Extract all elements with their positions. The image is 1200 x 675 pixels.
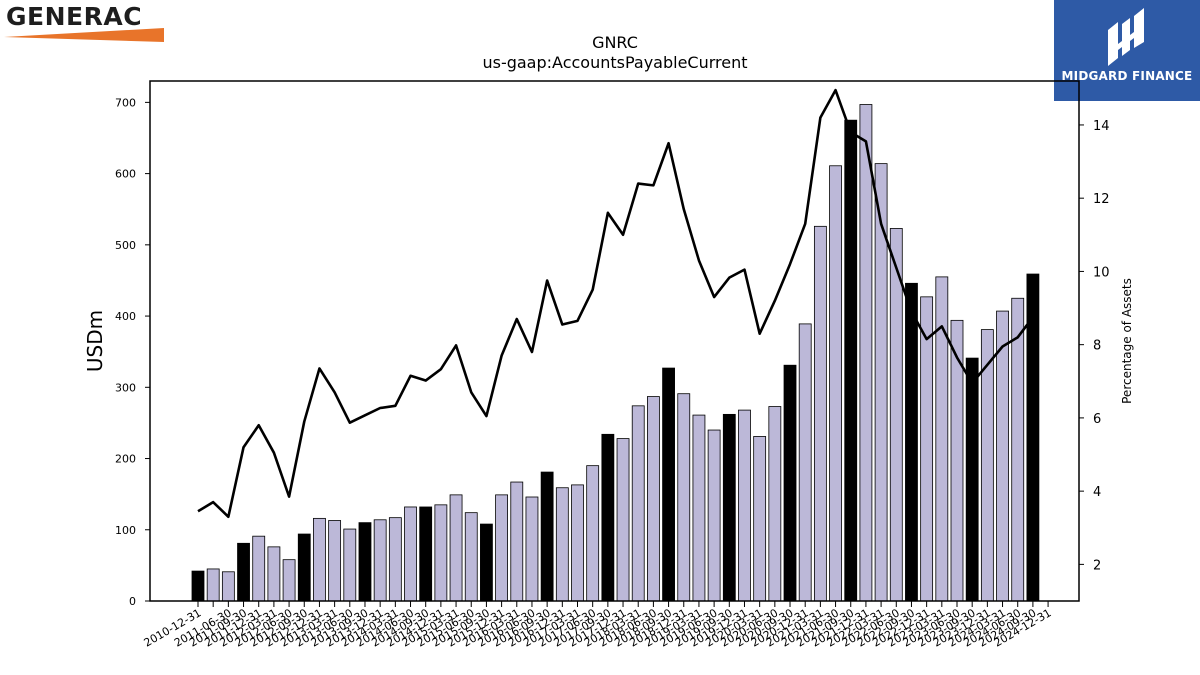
bar [768,406,782,602]
y2-tick-label: 6 [1093,412,1101,427]
y-axis-label: USDm [83,310,107,372]
y-tick-label: 200 [115,453,136,466]
bar [434,504,448,602]
bar [510,481,524,602]
bar [813,225,827,602]
bar [343,528,357,602]
bar [555,487,569,602]
bar [677,393,691,602]
bar [753,436,767,602]
y2-tick-label: 8 [1093,339,1101,354]
y2-tick-label: 14 [1093,119,1110,134]
bar [829,165,842,602]
bar [631,405,645,602]
x-axis: 2010-12-312011-06-302011-09-302011-12-31… [142,601,1054,650]
bar [722,413,736,602]
bar [540,471,554,602]
y-tick-label: 300 [115,381,136,394]
bar [996,310,1009,602]
plot-frame [149,80,1080,602]
chart-title: GNRC [592,33,638,52]
bar [328,520,342,602]
bar [662,367,675,602]
generac-logo-text: GENERAC [6,2,143,31]
bar [373,519,387,602]
y-tick-label: 0 [129,595,136,608]
bar-series [191,104,1040,602]
y-tick-label: 100 [115,524,136,537]
bar [525,496,539,602]
y2-axis-label: Percentage of Assets [1120,278,1134,404]
percentage-line [197,88,1034,519]
bar [965,357,979,602]
bar [404,506,417,602]
bar [297,533,311,602]
bar [1011,297,1025,602]
y-tick-label: 500 [115,239,136,252]
bar [905,282,918,602]
y-tick-label: 400 [115,310,136,323]
bar [601,433,615,602]
y2-tick-label: 10 [1093,265,1110,280]
bar [419,506,433,602]
y-axis-left: 0 100 200 300 400 500 600 700 [115,96,150,608]
chart-subtitle: us-gaap:AccountsPayableCurrent [482,53,747,72]
bar [388,517,402,602]
bar [707,429,721,602]
bar [798,323,812,602]
y2-tick-label: 12 [1093,192,1110,207]
generac-swoosh-icon [4,28,164,42]
bar [616,438,630,602]
bar [221,571,235,602]
bar [859,104,873,602]
bar [480,523,493,602]
bar [267,546,281,602]
bar [783,364,797,602]
y2-tick-label: 4 [1093,485,1101,500]
y2-tick-label: 2 [1093,558,1101,573]
bar [191,570,205,602]
bar [738,409,751,602]
bar [358,522,372,602]
bar [282,559,296,602]
bar [571,484,584,602]
bar [692,414,706,602]
y-tick-label: 600 [115,168,136,181]
y-tick-label: 700 [115,96,136,109]
bar [237,542,250,602]
midgard-brand-name: MIDGARD FINANCE [1061,69,1193,83]
midgard-mark-icon [1108,8,1144,66]
bar [464,512,478,602]
midgard-finance-logo: MIDGARD FINANCE [1054,0,1200,101]
bar [313,517,326,602]
bar [495,494,509,602]
bar [889,228,903,602]
line-series [197,88,1034,519]
bar [206,568,220,602]
bar [586,465,600,602]
bar [920,296,934,602]
bar [449,494,463,602]
generac-logo: GENERAC [4,2,174,44]
bar [647,396,660,602]
bar [844,119,858,602]
bar [252,535,266,602]
y-axis-right: 2 4 6 8 10 12 14 [1079,119,1110,573]
bar [874,163,888,602]
